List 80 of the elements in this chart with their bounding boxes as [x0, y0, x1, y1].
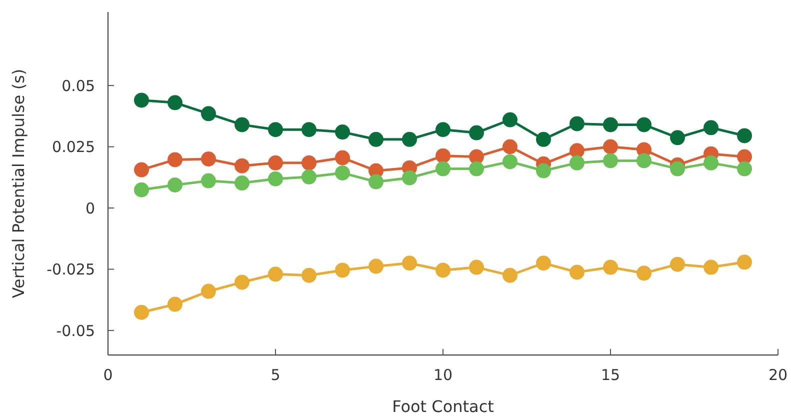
point	[402, 256, 417, 271]
point	[168, 95, 182, 110]
point	[335, 165, 350, 180]
y-tick-label: 0.025	[52, 138, 95, 156]
point	[536, 163, 551, 178]
point	[469, 260, 484, 275]
point	[436, 148, 450, 164]
point	[502, 268, 518, 283]
x-tick-label: 10	[433, 366, 453, 384]
point	[436, 161, 450, 176]
point	[469, 161, 484, 176]
point	[402, 132, 417, 147]
point	[234, 117, 250, 132]
point	[436, 122, 450, 138]
point	[469, 125, 484, 140]
x-tick-label: 0	[103, 366, 113, 384]
point	[134, 92, 149, 108]
x-axis-title: Foot Contact	[392, 397, 494, 416]
point	[134, 304, 149, 320]
point	[234, 274, 250, 290]
point	[570, 143, 584, 158]
point	[436, 262, 450, 278]
point	[636, 153, 652, 168]
x-tick-label: 5	[270, 366, 280, 384]
point	[335, 262, 350, 278]
point	[737, 161, 752, 176]
point	[368, 258, 384, 274]
point	[670, 256, 685, 272]
point	[201, 173, 216, 188]
point	[737, 254, 752, 270]
point	[704, 120, 718, 136]
point	[234, 176, 250, 191]
point	[502, 154, 518, 170]
point	[603, 139, 618, 154]
point	[704, 260, 718, 275]
point	[502, 112, 518, 128]
point	[268, 122, 283, 138]
point	[302, 169, 316, 184]
point	[603, 260, 618, 275]
point	[368, 132, 384, 147]
point	[570, 264, 584, 280]
x-tick-label: 20	[768, 366, 788, 384]
y-tick-label: 0	[85, 199, 95, 218]
point	[603, 153, 618, 168]
point	[636, 266, 652, 281]
point	[570, 116, 584, 132]
point	[201, 106, 216, 122]
y-tick-label: 0.05	[62, 76, 95, 95]
point	[335, 150, 350, 166]
y-tick-label: -0.05	[56, 322, 95, 340]
point	[234, 158, 250, 174]
point	[402, 170, 417, 186]
point	[302, 155, 316, 170]
point	[704, 155, 718, 170]
point	[302, 122, 316, 138]
point	[134, 162, 149, 178]
point	[201, 152, 216, 166]
point	[168, 296, 182, 312]
point	[168, 152, 182, 168]
point	[268, 171, 283, 186]
point	[502, 139, 518, 154]
point	[570, 155, 584, 170]
x-tick-label: 15	[600, 366, 620, 384]
point	[670, 161, 685, 176]
point	[536, 256, 551, 271]
point	[168, 177, 182, 192]
point	[335, 124, 350, 140]
point	[368, 174, 384, 190]
point	[737, 128, 752, 144]
point	[603, 117, 618, 132]
point	[201, 284, 216, 299]
point	[268, 155, 283, 170]
point	[268, 266, 283, 282]
y-tick-label: -0.025	[46, 260, 95, 278]
point	[670, 130, 685, 146]
point	[636, 117, 652, 132]
point	[536, 132, 551, 147]
point	[134, 182, 149, 198]
point	[302, 268, 316, 283]
y-axis-title: Vertical Potential Impulse (s)	[9, 68, 28, 298]
